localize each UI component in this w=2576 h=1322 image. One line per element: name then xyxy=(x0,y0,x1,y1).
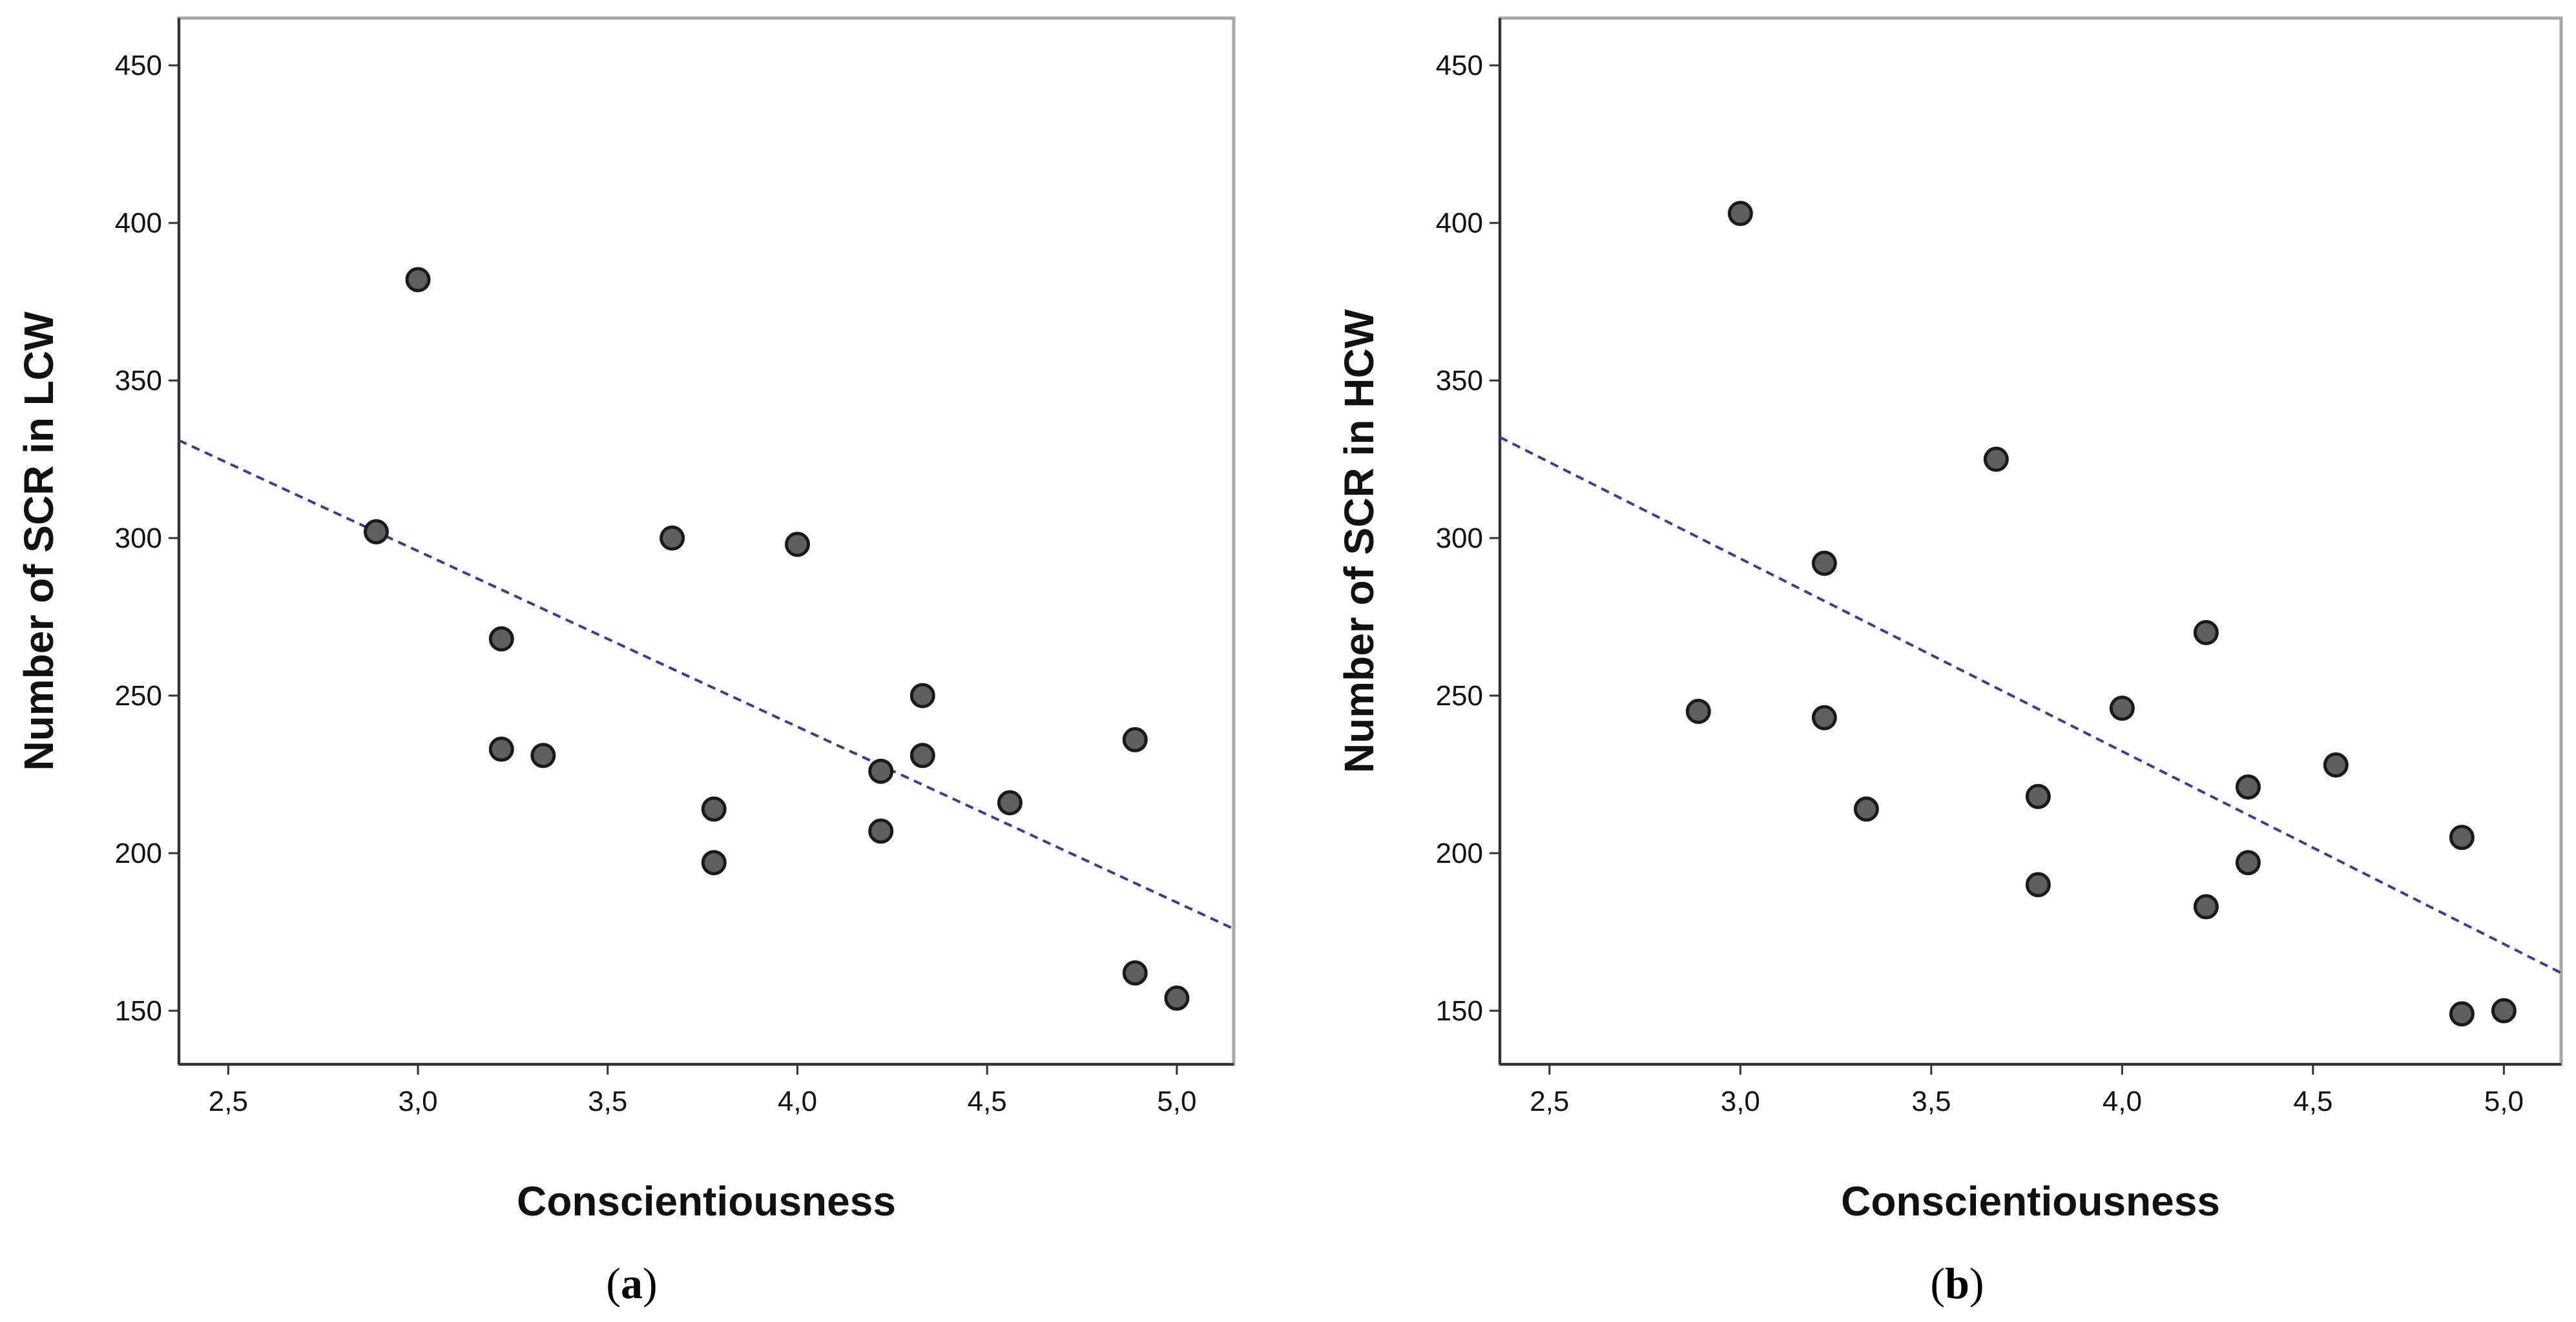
y-tick-label: 450 xyxy=(115,50,162,81)
y-tick-label: 200 xyxy=(1436,838,1483,869)
data-point xyxy=(2235,850,2261,876)
data-point xyxy=(2449,1001,2475,1027)
y-tick-label: 350 xyxy=(115,365,162,397)
data-point xyxy=(909,683,935,708)
plot-area xyxy=(177,16,1236,1066)
data-point xyxy=(2323,752,2349,778)
y-tick-label: 250 xyxy=(1436,680,1483,712)
data-point xyxy=(1122,960,1148,986)
panel-label-close: ) xyxy=(643,1259,658,1308)
y-axis-title: Number of SCR in HCW xyxy=(1336,309,1382,773)
x-tick-label: 2,5 xyxy=(209,1086,248,1117)
y-tick-label: 300 xyxy=(115,522,162,554)
x-tick-label: 3,0 xyxy=(398,1086,437,1117)
data-point xyxy=(2193,620,2219,646)
x-tick-label: 4,5 xyxy=(2293,1086,2332,1117)
y-tick-label: 400 xyxy=(115,207,162,239)
panel-label-a: (a) xyxy=(606,1259,657,1308)
y-tick-label: 200 xyxy=(115,838,162,869)
data-points xyxy=(363,267,1190,1011)
data-point xyxy=(1122,727,1148,752)
x-tick-label: 3,5 xyxy=(1911,1086,1951,1117)
scatter-panel-b: 150 200 250 300 350 400 450 2,5 3,0 3,5 4,0 4,5 5,0… xyxy=(1336,16,2563,1308)
y-tick-label: 150 xyxy=(115,995,162,1027)
x-tick-label: 4,0 xyxy=(778,1086,817,1117)
data-point xyxy=(660,525,685,551)
data-point xyxy=(1811,705,1837,730)
y-axis-ticks: 150 200 250 300 350 400 450 xyxy=(115,50,179,1027)
x-tick-label: 3,5 xyxy=(588,1086,627,1117)
plot-frame xyxy=(1498,16,2563,1066)
data-point xyxy=(909,743,935,769)
data-point xyxy=(1164,986,1190,1011)
data-point xyxy=(363,519,389,544)
y-axis-title: Number of SCR in LCW xyxy=(16,311,62,771)
data-point xyxy=(2235,774,2261,800)
data-point xyxy=(530,743,556,769)
data-point xyxy=(2109,696,2135,721)
data-point xyxy=(2449,825,2475,851)
data-point xyxy=(868,818,894,844)
x-tick-label: 4,5 xyxy=(968,1086,1007,1117)
y-tick-label: 250 xyxy=(115,680,162,712)
data-point xyxy=(2025,872,2051,898)
y-tick-label: 350 xyxy=(1436,365,1483,397)
y-tick-label: 300 xyxy=(1436,522,1483,554)
data-point xyxy=(1727,201,1753,227)
data-point xyxy=(1983,446,2009,472)
panel-label-open: ( xyxy=(1930,1259,1945,1308)
data-points xyxy=(1685,201,2517,1027)
x-tick-label: 5,0 xyxy=(2484,1086,2524,1117)
x-axis-title: Conscientiousness xyxy=(517,1178,896,1224)
scatter-panel-a: 150 200 250 300 350 400 450 2,5 3,0 3,5 4,0 4,5 5,0… xyxy=(16,16,1236,1308)
data-point xyxy=(701,850,727,876)
data-point xyxy=(868,758,894,784)
data-point xyxy=(997,790,1023,816)
data-point xyxy=(1853,796,1879,822)
panel-label-letter: b xyxy=(1945,1259,1969,1308)
panel-label-open: ( xyxy=(606,1259,621,1308)
data-point xyxy=(2025,783,2051,809)
data-point xyxy=(2193,894,2219,920)
x-axis-title: Conscientiousness xyxy=(1841,1178,2220,1224)
y-tick-label: 400 xyxy=(1436,207,1483,239)
panel-label-close: ) xyxy=(1969,1259,1984,1308)
x-tick-label: 5,0 xyxy=(1157,1086,1196,1117)
panel-label-b: (b) xyxy=(1930,1259,1984,1308)
plot-frame xyxy=(177,16,1236,1066)
plot-area xyxy=(1498,16,2563,1066)
y-tick-label: 150 xyxy=(1436,995,1483,1027)
y-tick-label: 450 xyxy=(1436,50,1483,81)
data-point xyxy=(2491,998,2517,1024)
data-point xyxy=(488,736,514,762)
x-tick-label: 2,5 xyxy=(1530,1086,1569,1117)
panel-label-letter: a xyxy=(621,1259,643,1308)
data-point xyxy=(405,267,431,293)
data-point xyxy=(488,626,514,652)
y-axis-ticks: 150 200 250 300 350 400 450 xyxy=(1436,50,1500,1027)
data-point xyxy=(1685,698,1711,724)
x-axis-ticks: 2,5 3,0 3,5 4,0 4,5 5,0 xyxy=(209,1064,1196,1117)
x-axis-ticks: 2,5 3,0 3,5 4,0 4,5 5,0 xyxy=(1530,1064,2524,1117)
fit-line xyxy=(178,439,1234,930)
x-tick-label: 3,0 xyxy=(1721,1086,1760,1117)
data-point xyxy=(1811,550,1837,576)
x-tick-label: 4,0 xyxy=(2103,1086,2142,1117)
data-point xyxy=(784,532,810,557)
data-point xyxy=(701,796,727,822)
